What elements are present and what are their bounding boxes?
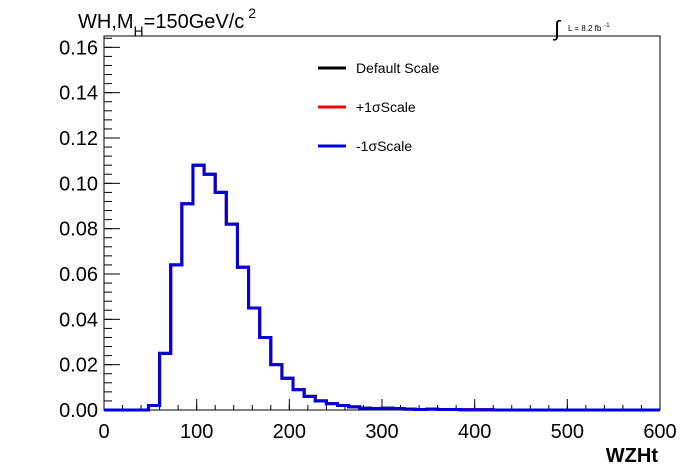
x-tick-label: 600 xyxy=(643,421,676,443)
series-group xyxy=(104,163,660,412)
legend-label-2: -1σScale xyxy=(356,138,412,154)
series-line-2 xyxy=(104,163,660,412)
series-line-0 xyxy=(104,163,660,412)
chart-title-rest: =150GeV/c xyxy=(144,11,245,33)
y-tick-label: 0.10 xyxy=(59,173,98,195)
x-tick-label: 500 xyxy=(551,421,584,443)
x-tick-label: 200 xyxy=(273,421,306,443)
x-axis-label: WZHt xyxy=(606,445,659,467)
legend-label-0: Default Scale xyxy=(356,60,439,76)
series-line-1 xyxy=(104,163,660,412)
chart-title-main: WH,M xyxy=(78,11,134,33)
x-tick-label: 100 xyxy=(180,421,213,443)
y-tick-label: 0.00 xyxy=(59,400,98,422)
integral-sign: ∫ xyxy=(552,16,562,41)
y-tick-label: 0.02 xyxy=(59,355,98,377)
legend: Default Scale +1σScale -1σScale xyxy=(318,60,439,154)
luminosity-text: L = 8.2 fb -1 xyxy=(568,23,610,33)
chart-title-superscript: 2 xyxy=(248,5,256,21)
x-tick-label: 0 xyxy=(98,421,109,443)
chart-title: WH,MH=150GeV/c 2 xyxy=(78,5,256,39)
luminosity-label: ∫ L = 8.2 fb -1 xyxy=(552,16,610,41)
y-tick-label: 0.12 xyxy=(59,128,98,150)
y-tick-label: 0.06 xyxy=(59,264,98,286)
axes: 0 100 200 300 400 500 600 0.00 0.02 0.04 0.06 0.08 0… xyxy=(59,37,677,443)
y-tick-label: 0.08 xyxy=(59,219,98,241)
x-tick-label: 300 xyxy=(365,421,398,443)
y-tick-label: 0.04 xyxy=(59,309,98,331)
y-tick-label: 0.16 xyxy=(59,37,98,59)
x-tick-label: 400 xyxy=(458,421,491,443)
plot-frame xyxy=(103,35,661,411)
legend-label-1: +1σScale xyxy=(356,99,416,115)
y-tick-label: 0.14 xyxy=(59,83,98,105)
chart-title-subscript: H xyxy=(134,23,144,39)
